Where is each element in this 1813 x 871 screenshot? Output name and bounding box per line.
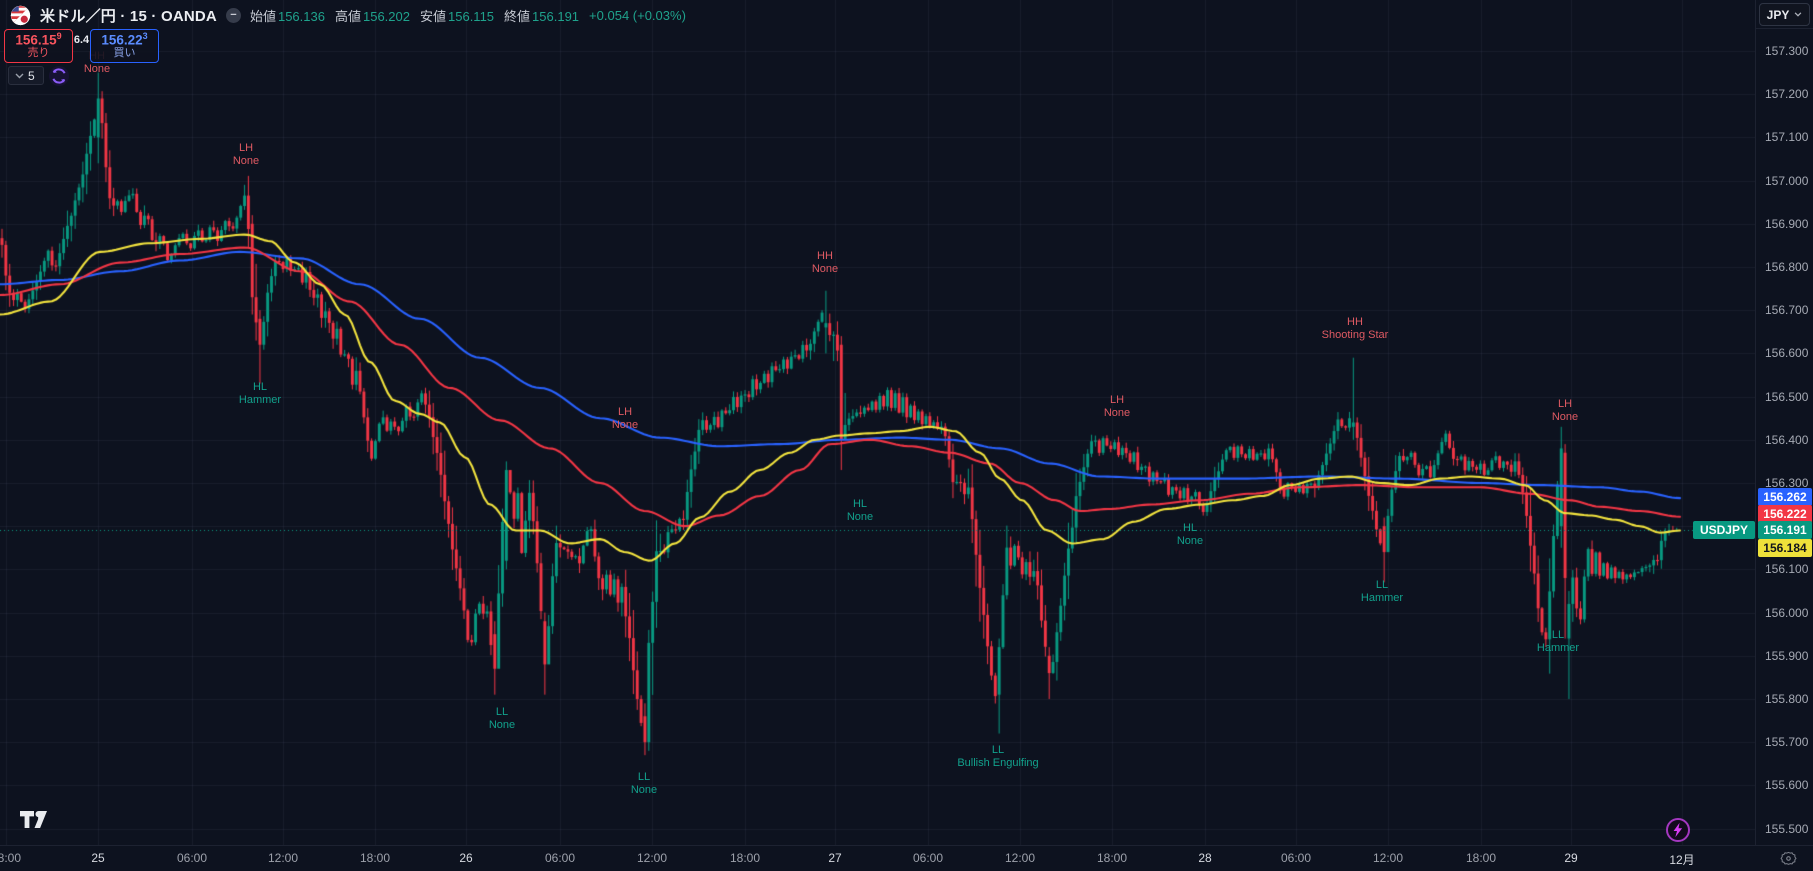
time-tick: 06:00 — [176, 851, 208, 865]
price-tick: 156.100 — [1765, 562, 1809, 577]
price-tick: 156.900 — [1765, 216, 1809, 231]
time-tick: 18:00 — [0, 851, 22, 865]
price-tick: 156.700 — [1765, 303, 1809, 318]
price-axis[interactable]: JPY 157.300 157.200 157.100 157.000 156.900 1… — [1755, 0, 1813, 845]
price-tag: 156.262 — [1758, 488, 1812, 506]
currency-label: JPY — [1766, 7, 1790, 22]
pattern-annotation: LH None — [1103, 394, 1131, 419]
ohlc-readout: 始値 156.136 高値 156.202 安値 156.115 終値 156.191 … — [250, 6, 686, 25]
price-tick: 155.800 — [1765, 691, 1809, 706]
price-tag: 156.191 — [1758, 521, 1812, 539]
buy-price: 156.22 — [101, 32, 143, 48]
ohlc-collapse-icon[interactable]: − — [225, 8, 241, 23]
low-label: 安値 — [419, 9, 446, 24]
time-tick: 06:00 — [1280, 851, 1312, 865]
pattern-annotation: LL Bullish Engulfing — [957, 744, 1039, 769]
time-tick: 12:00 — [1372, 851, 1404, 865]
pattern-annotation: LL None — [630, 771, 658, 796]
gear-icon[interactable] — [1780, 850, 1797, 867]
sell-price-sup: 9 — [56, 31, 62, 42]
high-label: 高値 — [334, 9, 361, 24]
time-tick: 12:00 — [267, 851, 299, 865]
spread-value: 6.4 — [73, 34, 90, 46]
pattern-annotation: LH None — [232, 142, 260, 167]
time-tick: 12月 — [1669, 853, 1695, 867]
price-tick: 155.600 — [1765, 778, 1809, 793]
symbol-header: 米ドル／円 · 15 · OANDA − 始値 156.136 高値 156.202… — [10, 5, 686, 26]
time-tick: 27 — [828, 851, 842, 865]
time-tick: 26 — [459, 851, 473, 865]
time-tick: 06:00 — [544, 851, 576, 865]
time-tick: 28 — [1198, 851, 1212, 865]
currency-selector[interactable]: JPY — [1759, 3, 1810, 26]
price-tick: 156.800 — [1765, 259, 1809, 274]
time-tick: 18:00 — [1465, 851, 1497, 865]
time-axis[interactable]: 18:00 25 06:00 12:00 18:00 26 06:00 12:00 18:00 2… — [0, 845, 1813, 871]
price-tick: 156.500 — [1765, 389, 1809, 404]
sell-price: 156.15 — [15, 32, 57, 48]
sell-button[interactable]: 156.159 売り — [4, 29, 73, 63]
time-tick: 12:00 — [1004, 851, 1036, 865]
pattern-annotation: LL Hammer — [1360, 579, 1404, 604]
price-tick: 156.600 — [1765, 346, 1809, 361]
chevron-down-icon — [15, 73, 24, 78]
pattern-annotation: LH None — [611, 406, 639, 431]
buy-button[interactable]: 156.223 買い — [90, 29, 159, 63]
open-label: 始値 — [249, 9, 276, 24]
chevron-down-icon — [1794, 12, 1802, 17]
time-tick: 25 — [91, 851, 105, 865]
usdjpy-pair-flag-icon — [10, 5, 31, 26]
price-tick: 156.400 — [1765, 432, 1809, 447]
pattern-annotation: LL None — [488, 706, 516, 731]
order-panel: 156.159 売り 6.4 156.223 買い — [4, 29, 159, 63]
symbol-title[interactable]: 米ドル／円 · 15 · OANDA — [40, 8, 217, 25]
currency-row: JPY — [1756, 0, 1813, 29]
close-label: 終値 — [504, 9, 531, 24]
price-tick: 155.900 — [1765, 648, 1809, 663]
price-tick: 157.100 — [1765, 130, 1809, 145]
pattern-annotation: HL Hammer — [238, 381, 282, 406]
price-tick: 157.200 — [1765, 87, 1809, 102]
quantity-dropdown[interactable]: 5 — [8, 66, 44, 85]
low-value: 156.115 — [448, 9, 495, 24]
open-value: 156.136 — [277, 9, 325, 24]
change-value: +0.054 (+0.03%) — [589, 8, 686, 23]
pattern-annotation: HL None — [1176, 522, 1204, 547]
price-tick: 157.300 — [1765, 43, 1809, 58]
time-tick: 06:00 — [912, 851, 944, 865]
price-tick: 155.500 — [1765, 821, 1809, 836]
price-tick: 156.300 — [1765, 475, 1809, 490]
sell-label: 売り — [27, 47, 50, 60]
price-tick: 155.700 — [1765, 735, 1809, 750]
lightning-icon[interactable] — [1665, 817, 1691, 843]
pattern-annotation: LL Hammer — [1536, 629, 1580, 654]
high-value: 156.202 — [362, 9, 410, 24]
price-tag: 156.184 — [1758, 539, 1812, 557]
close-value: 156.191 — [532, 9, 580, 24]
time-tick: 29 — [1564, 851, 1578, 865]
symbol-tag: USDJPY — [1692, 521, 1755, 539]
time-tick: 18:00 — [1096, 851, 1128, 865]
time-tick: 18:00 — [359, 851, 391, 865]
tradingview-logo[interactable] — [19, 810, 49, 830]
buy-label: 買い — [113, 47, 136, 60]
pattern-annotation: HH Shooting Star — [1321, 316, 1389, 341]
candlestick-chart-canvas[interactable] — [0, 0, 1755, 845]
quantity-value: 5 — [28, 68, 35, 83]
price-tag: 156.222 — [1758, 505, 1812, 523]
pattern-annotation: HL None — [846, 498, 874, 523]
price-tick: 157.000 — [1765, 173, 1809, 188]
time-tick: 12:00 — [636, 851, 668, 865]
time-tick: 18:00 — [729, 851, 761, 865]
buy-price-sup: 3 — [142, 31, 148, 42]
pattern-annotation: LH None — [1551, 398, 1579, 423]
price-tick: 156.000 — [1765, 605, 1809, 620]
refresh-icon[interactable] — [48, 65, 70, 87]
